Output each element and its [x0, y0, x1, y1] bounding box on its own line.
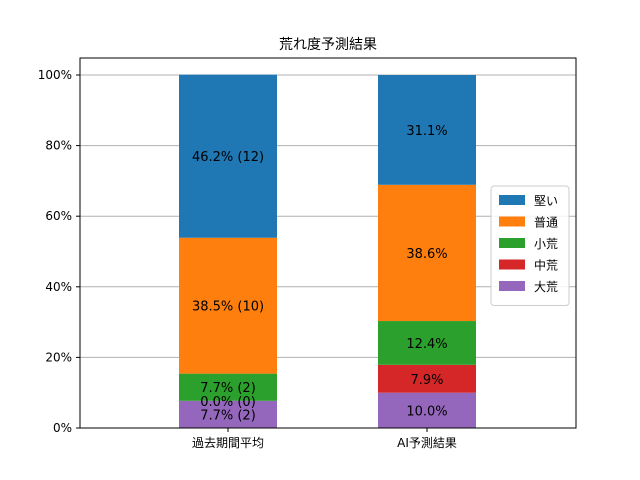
y-tick-label: 60% [45, 209, 72, 223]
x-axis: 過去期間平均 AI予測結果 [192, 428, 457, 450]
data-label: 12.4% [406, 337, 447, 352]
legend-label: 堅い [534, 194, 558, 208]
legend-swatch [499, 259, 525, 270]
bar-segment [378, 184, 476, 322]
data-label: 46.2% (12) [192, 150, 264, 165]
y-tick-label: 20% [45, 350, 72, 364]
legend-label: 普通 [534, 216, 558, 230]
bar-segment [179, 74, 277, 238]
legend-swatch [499, 195, 525, 205]
legend-swatch [499, 238, 525, 248]
legend-label: 中荒 [534, 258, 558, 273]
legend-box [490, 185, 570, 306]
data-label: 0.0% (0) [200, 395, 256, 410]
data-label: 7.7% (2) [200, 408, 256, 423]
legend-swatch [499, 216, 525, 227]
y-tick-label: 100% [38, 68, 72, 82]
bar-segment [378, 364, 476, 393]
legend-label: 小荒 [534, 237, 558, 251]
plot-frame [79, 57, 577, 429]
data-label: 10.0% [406, 404, 447, 419]
bar-segment [179, 237, 277, 374]
data-label: 38.6% [406, 247, 447, 262]
chart-title: 荒れ度予測結果 [279, 37, 377, 53]
data-label: 7.9% [410, 373, 443, 388]
bar-segment [179, 400, 277, 428]
y-tick-label: 0% [53, 421, 72, 435]
x-tick-label: 過去期間平均 [192, 436, 264, 450]
bar-segment [378, 392, 476, 428]
y-tick-label: 40% [45, 280, 72, 294]
bars: 7.7% (2)0.0% (0)7.7% (2) 38.5% (10) 46.2% … [179, 74, 476, 428]
bar-segment [179, 373, 277, 401]
data-label: 7.7% (2) [200, 381, 256, 396]
data-label: 38.5% (10) [192, 300, 264, 315]
bar-segment [378, 321, 476, 365]
legend-swatch [499, 281, 525, 291]
data-label: 31.1% [406, 124, 447, 139]
legend-label: 大荒 [534, 280, 558, 294]
y-axis: 0% 20% 40% 60% 80% 100% [38, 68, 80, 435]
bar-segment [378, 75, 476, 185]
x-tick-label: AI予測結果 [397, 436, 457, 450]
y-tick-label: 80% [45, 139, 72, 153]
